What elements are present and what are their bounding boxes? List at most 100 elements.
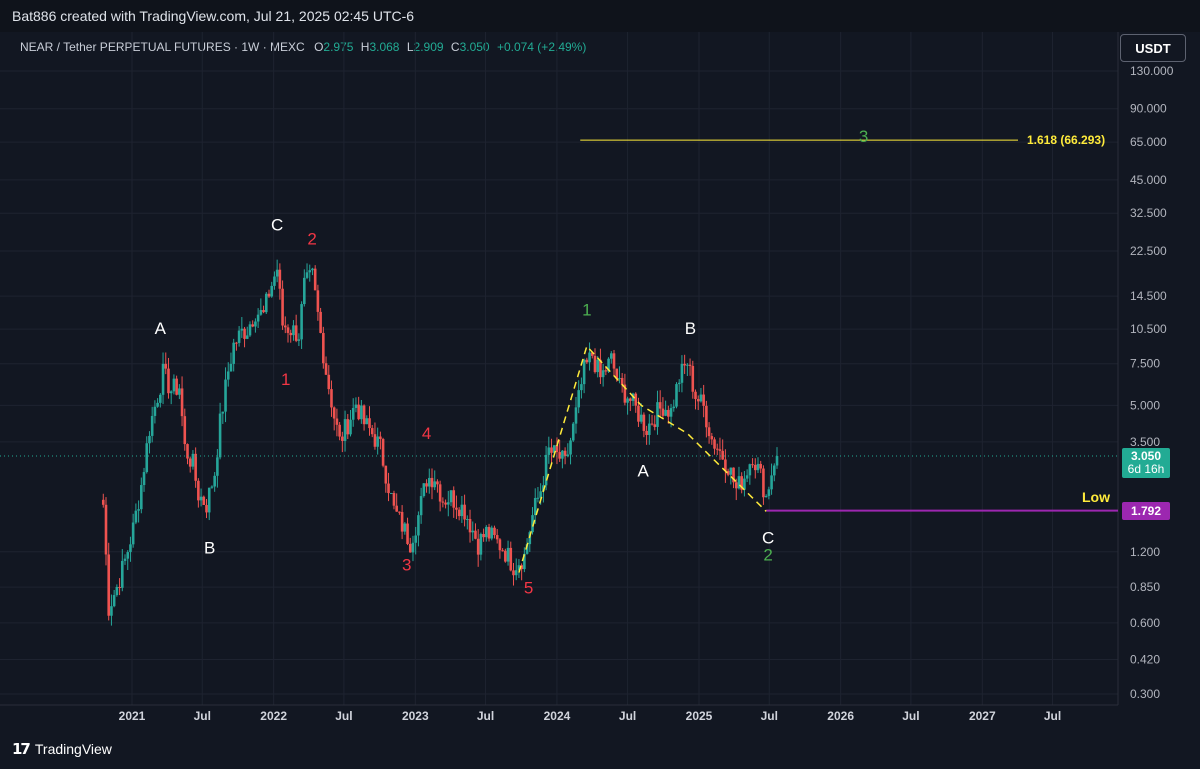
candle-body	[696, 399, 700, 402]
candle-body	[226, 371, 230, 380]
candle-body	[745, 475, 749, 479]
countdown-value: 6d 16h	[1127, 462, 1165, 476]
price-tick-label: 32.500	[1130, 206, 1167, 220]
candle-body	[642, 414, 646, 431]
candle-body	[753, 464, 757, 471]
candle-body	[362, 405, 366, 425]
candle-body	[585, 359, 589, 363]
candle-body	[770, 475, 773, 490]
candle-body	[762, 468, 765, 498]
candle-body	[506, 547, 510, 562]
candle-body	[275, 269, 279, 277]
time-tick-label: Jul	[335, 709, 352, 723]
candle-body	[688, 364, 692, 366]
candle-body	[724, 459, 727, 471]
candle-body	[686, 364, 689, 366]
candle-body	[403, 523, 407, 532]
candle-body	[349, 419, 352, 435]
candle-body	[194, 453, 197, 481]
candle-body	[205, 505, 208, 513]
candle-body	[327, 374, 331, 390]
time-tick-label: Jul	[761, 709, 778, 723]
candle-body	[531, 515, 534, 533]
candle-body	[767, 489, 771, 496]
candle-body	[373, 434, 377, 447]
candle-body	[267, 293, 271, 297]
candle-body	[466, 519, 469, 521]
candle-body	[210, 486, 214, 488]
candle-body	[694, 391, 697, 400]
change-value: +0.074 (+2.49%)	[496, 40, 587, 54]
currency-button[interactable]: USDT	[1120, 34, 1186, 62]
candle-body	[740, 476, 743, 490]
candle-body	[419, 496, 423, 516]
drawings: 1.618 (66.293)	[0, 133, 1118, 573]
candle-body	[672, 406, 676, 409]
candle-body	[425, 483, 428, 487]
low-text-label: Low	[1082, 489, 1110, 505]
candle-body	[131, 522, 135, 545]
candle-body	[140, 485, 143, 510]
candle-body	[232, 342, 235, 364]
candle-body	[501, 550, 504, 552]
candle-body	[123, 558, 127, 561]
wave-label: 3	[859, 127, 868, 146]
candle-body	[561, 450, 564, 459]
candle-body	[446, 502, 450, 505]
candle-body	[180, 388, 184, 417]
candle-body	[734, 482, 738, 489]
wave-label: 1	[281, 370, 290, 389]
candle-body	[316, 290, 320, 312]
candle-body	[398, 511, 401, 513]
price-axis: 130.000 90.000 65.000 45.000 32.500 22.500 14.…	[1130, 64, 1174, 701]
candle-body	[482, 534, 485, 538]
candle-body	[637, 405, 640, 422]
candle-body	[675, 384, 678, 407]
candle-body	[243, 328, 246, 339]
candle-body	[618, 377, 621, 379]
candle-body	[436, 481, 439, 485]
candle-body	[523, 553, 526, 570]
candle-body	[604, 370, 608, 372]
candle-body	[150, 415, 154, 436]
candle-body	[609, 353, 613, 359]
price-tick-label: 90.000	[1130, 102, 1167, 116]
candle-body	[580, 384, 583, 391]
candle-body	[313, 268, 317, 291]
candle-body	[392, 493, 396, 506]
price-tick-label: 65.000	[1130, 135, 1167, 149]
candle-body	[509, 547, 513, 571]
candle-body	[601, 370, 605, 378]
candle-body	[699, 394, 703, 402]
candle-body	[680, 363, 684, 383]
candle-body	[726, 470, 730, 475]
wave-label: 2	[307, 229, 316, 248]
candle-body	[343, 419, 347, 441]
symbol-name: NEAR / Tether PERPETUAL FUTURES · 1W · M…	[20, 40, 305, 54]
candle-body	[751, 464, 754, 466]
candle-body	[142, 472, 146, 486]
candle-body	[648, 423, 651, 435]
wave-label: 3	[402, 555, 411, 574]
candle-body	[471, 530, 475, 533]
wave-label: B	[204, 538, 215, 557]
candle-body	[281, 288, 284, 326]
candle-body	[262, 310, 265, 313]
candle-body	[495, 535, 499, 540]
price-tick-label: 22.500	[1130, 244, 1167, 258]
open-label: O	[314, 40, 324, 54]
wave-label: A	[637, 461, 649, 480]
candle-body	[476, 538, 480, 555]
price-tick-label: 0.850	[1130, 580, 1160, 594]
candle-body	[732, 467, 735, 483]
candle-body	[514, 570, 518, 576]
candle-body	[571, 423, 575, 441]
candle-body	[237, 330, 241, 343]
candle-body	[520, 565, 523, 570]
candle-body	[707, 427, 711, 437]
candle-body	[721, 450, 724, 460]
candle-body	[137, 509, 140, 511]
candle-body	[607, 358, 610, 372]
candle-body	[590, 352, 594, 356]
